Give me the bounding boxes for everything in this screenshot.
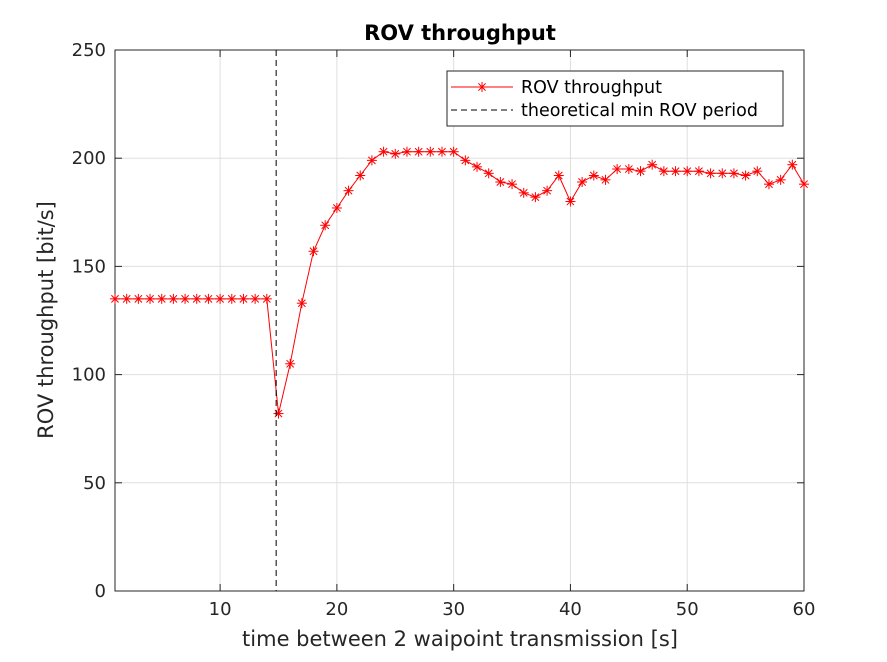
- x-tick-label: 50: [676, 599, 699, 620]
- data-point: [472, 161, 483, 172]
- data-point: [296, 298, 307, 309]
- data-point: [226, 293, 237, 304]
- data-point: [530, 192, 541, 203]
- x-tick-label: 20: [325, 599, 348, 620]
- data-point: [658, 166, 669, 177]
- data-point: [705, 168, 716, 179]
- data-point: [390, 148, 401, 159]
- data-point: [168, 293, 179, 304]
- data-point: [285, 358, 296, 369]
- grid-lines: [115, 49, 805, 592]
- data-point: [740, 170, 751, 181]
- data-point: [763, 179, 774, 190]
- axis-ticks: 10 20 30 40 50 60 0 50 100 150 200 250: [72, 40, 816, 620]
- x-tick-label: 60: [793, 599, 816, 620]
- data-point: [343, 185, 354, 196]
- legend-label-rov-throughput: ROV throughput: [521, 78, 662, 98]
- data-point: [623, 164, 634, 175]
- data-point: [331, 202, 342, 213]
- legend: ROV throughput theoretical min ROV perio…: [446, 70, 784, 127]
- x-axis-label: time between 2 waipoint transmission [s]: [242, 627, 678, 651]
- y-tick-label: 0: [95, 581, 106, 602]
- data-point: [647, 159, 658, 170]
- legend-asterisk: [477, 82, 487, 92]
- data-point: [507, 179, 518, 190]
- data-point: [682, 166, 693, 177]
- data-point: [250, 293, 261, 304]
- data-point: [728, 168, 739, 179]
- data-point: [413, 146, 424, 157]
- chart-title: ROV throughput: [364, 21, 556, 45]
- legend-label-theoretical-min: theoretical min ROV period: [521, 101, 758, 121]
- data-point: [121, 293, 132, 304]
- data-point: [180, 293, 191, 304]
- data-point: [436, 146, 447, 157]
- data-point: [670, 166, 681, 177]
- data-point: [308, 246, 319, 257]
- data-point: [378, 146, 389, 157]
- data-point: [401, 146, 412, 157]
- data-point: [425, 146, 436, 157]
- data-point: [612, 164, 623, 175]
- data-point: [110, 293, 120, 304]
- data-point: [600, 174, 611, 185]
- x-tick-label: 10: [209, 599, 232, 620]
- y-tick-label: 200: [72, 148, 106, 169]
- data-point: [460, 155, 471, 166]
- data-point: [635, 166, 646, 177]
- data-point: [542, 185, 553, 196]
- data-point: [191, 293, 202, 304]
- data-point: [355, 170, 366, 181]
- data-point: [483, 168, 494, 179]
- legend-marker-rov-throughput: [477, 82, 487, 92]
- y-tick-label: 150: [72, 256, 106, 277]
- series-layer: [110, 50, 809, 591]
- data-point: [799, 179, 809, 190]
- data-point: [577, 177, 588, 188]
- data-point: [448, 146, 459, 157]
- data-point: [693, 166, 704, 177]
- data-point: [775, 174, 786, 185]
- data-point: [366, 155, 377, 166]
- data-point: [553, 170, 564, 181]
- data-point: [145, 293, 156, 304]
- data-point: [215, 293, 226, 304]
- data-point: [320, 220, 331, 231]
- data-point: [156, 293, 167, 304]
- x-tick-label: 40: [559, 599, 582, 620]
- data-point: [133, 293, 144, 304]
- data-point: [787, 159, 798, 170]
- y-tick-label: 250: [72, 40, 106, 61]
- data-point: [261, 293, 272, 304]
- data-point: [717, 168, 728, 179]
- legend-box: [446, 70, 784, 127]
- data-point: [518, 187, 529, 198]
- y-tick-label: 100: [72, 365, 106, 386]
- data-point: [565, 196, 576, 207]
- x-tick-label: 30: [442, 599, 465, 620]
- y-tick-label: 50: [83, 473, 106, 494]
- data-point: [273, 408, 284, 419]
- y-axis-label: ROV throughput [bit/s]: [34, 201, 58, 439]
- data-point: [238, 293, 249, 304]
- data-point: [495, 177, 506, 188]
- data-point: [203, 293, 214, 304]
- data-point: [752, 166, 763, 177]
- plot-area-border: [114, 49, 805, 592]
- data-point: [588, 170, 599, 181]
